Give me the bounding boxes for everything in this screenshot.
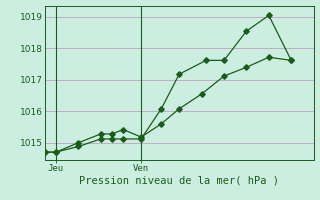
X-axis label: Pression niveau de la mer( hPa ): Pression niveau de la mer( hPa ) [79,176,279,186]
